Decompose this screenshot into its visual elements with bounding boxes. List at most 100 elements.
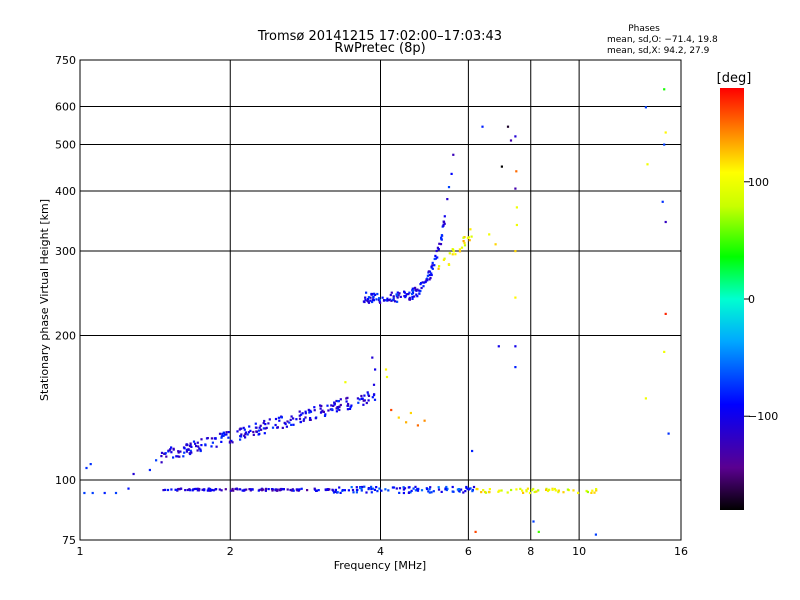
data-point (334, 488, 337, 491)
data-point (326, 404, 329, 407)
data-point (335, 407, 338, 410)
data-point (500, 489, 503, 492)
data-point (404, 294, 407, 297)
data-point (365, 491, 368, 494)
data-point (288, 421, 291, 424)
data-point (276, 489, 279, 492)
y-tick-label: 600 (55, 101, 76, 114)
data-point (249, 429, 252, 432)
data-point (396, 294, 399, 297)
data-point (331, 488, 334, 491)
data-point (200, 444, 203, 447)
data-point (333, 403, 336, 406)
data-point (365, 291, 368, 294)
data-point (222, 434, 225, 437)
data-point (360, 489, 363, 492)
data-point (274, 423, 277, 427)
data-point (389, 298, 392, 301)
data-point (444, 487, 447, 490)
data-point (437, 248, 440, 251)
data-point (390, 291, 393, 294)
data-point (438, 265, 441, 268)
data-point (234, 487, 237, 491)
data-point (210, 445, 213, 448)
data-point (258, 426, 261, 429)
data-point (391, 486, 394, 489)
x-axis-label: Frequency [MHz] (334, 559, 426, 572)
data-point (448, 263, 451, 266)
y-tick-label: 100 (55, 474, 76, 487)
data-point (239, 438, 242, 441)
data-point (242, 426, 245, 429)
data-point (324, 413, 327, 416)
data-point (392, 299, 395, 302)
data-point (474, 530, 477, 533)
data-point (471, 490, 474, 493)
data-point (371, 356, 374, 359)
y-tick-label: 200 (55, 330, 76, 343)
data-point (522, 491, 525, 494)
data-point (407, 491, 410, 494)
data-point (240, 433, 243, 436)
data-point (403, 290, 406, 293)
data-point (306, 489, 309, 492)
data-point (348, 407, 352, 410)
data-point (188, 488, 191, 491)
stats-heading: Phases (628, 24, 660, 34)
data-point (372, 383, 376, 386)
data-point (387, 299, 390, 302)
data-point (433, 264, 436, 267)
data-point (277, 416, 280, 419)
data-point (408, 291, 411, 294)
data-point (386, 299, 389, 302)
data-point (375, 486, 378, 489)
data-point (409, 491, 412, 494)
data-point (230, 439, 233, 442)
data-point (257, 429, 260, 432)
data-point (179, 450, 182, 453)
data-point (239, 427, 242, 430)
x-tick-label: 6 (465, 545, 472, 558)
data-point (177, 487, 180, 491)
data-point (442, 258, 445, 261)
data-point (514, 296, 517, 299)
data-point (394, 300, 397, 303)
data-point (339, 398, 342, 401)
y-axis-label: Stationary phase Virtual Height [km] (38, 199, 51, 401)
data-point (384, 488, 387, 491)
data-point (440, 237, 443, 240)
data-point (460, 488, 463, 491)
data-point (290, 415, 293, 418)
data-point (404, 296, 407, 299)
data-point (370, 485, 373, 488)
data-point (418, 292, 421, 295)
data-point (408, 296, 411, 299)
data-point (183, 451, 186, 454)
data-point (432, 490, 435, 493)
data-point (424, 280, 427, 284)
data-point (506, 125, 510, 128)
y-tick-label: 75 (62, 534, 76, 547)
data-point (537, 489, 540, 492)
data-point (415, 293, 418, 296)
data-point (364, 298, 367, 301)
data-point (458, 250, 462, 253)
data-point (363, 485, 366, 488)
data-point (132, 472, 135, 476)
data-point (408, 486, 411, 489)
data-point (347, 402, 350, 406)
data-point (335, 410, 338, 413)
data-point (481, 125, 484, 128)
data-point (304, 416, 307, 419)
data-point (356, 488, 359, 492)
data-point (367, 296, 370, 299)
data-point (211, 441, 214, 444)
data-point (509, 139, 513, 142)
data-point (460, 246, 464, 249)
data-point (537, 530, 540, 533)
data-point (363, 394, 366, 397)
data-point (255, 426, 258, 429)
data-point (405, 421, 408, 424)
data-point (244, 431, 247, 434)
data-point (484, 491, 488, 494)
